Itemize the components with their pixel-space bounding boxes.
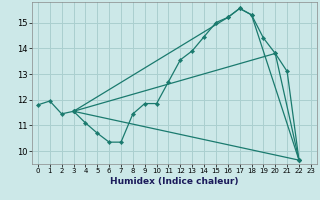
X-axis label: Humidex (Indice chaleur): Humidex (Indice chaleur)	[110, 177, 239, 186]
